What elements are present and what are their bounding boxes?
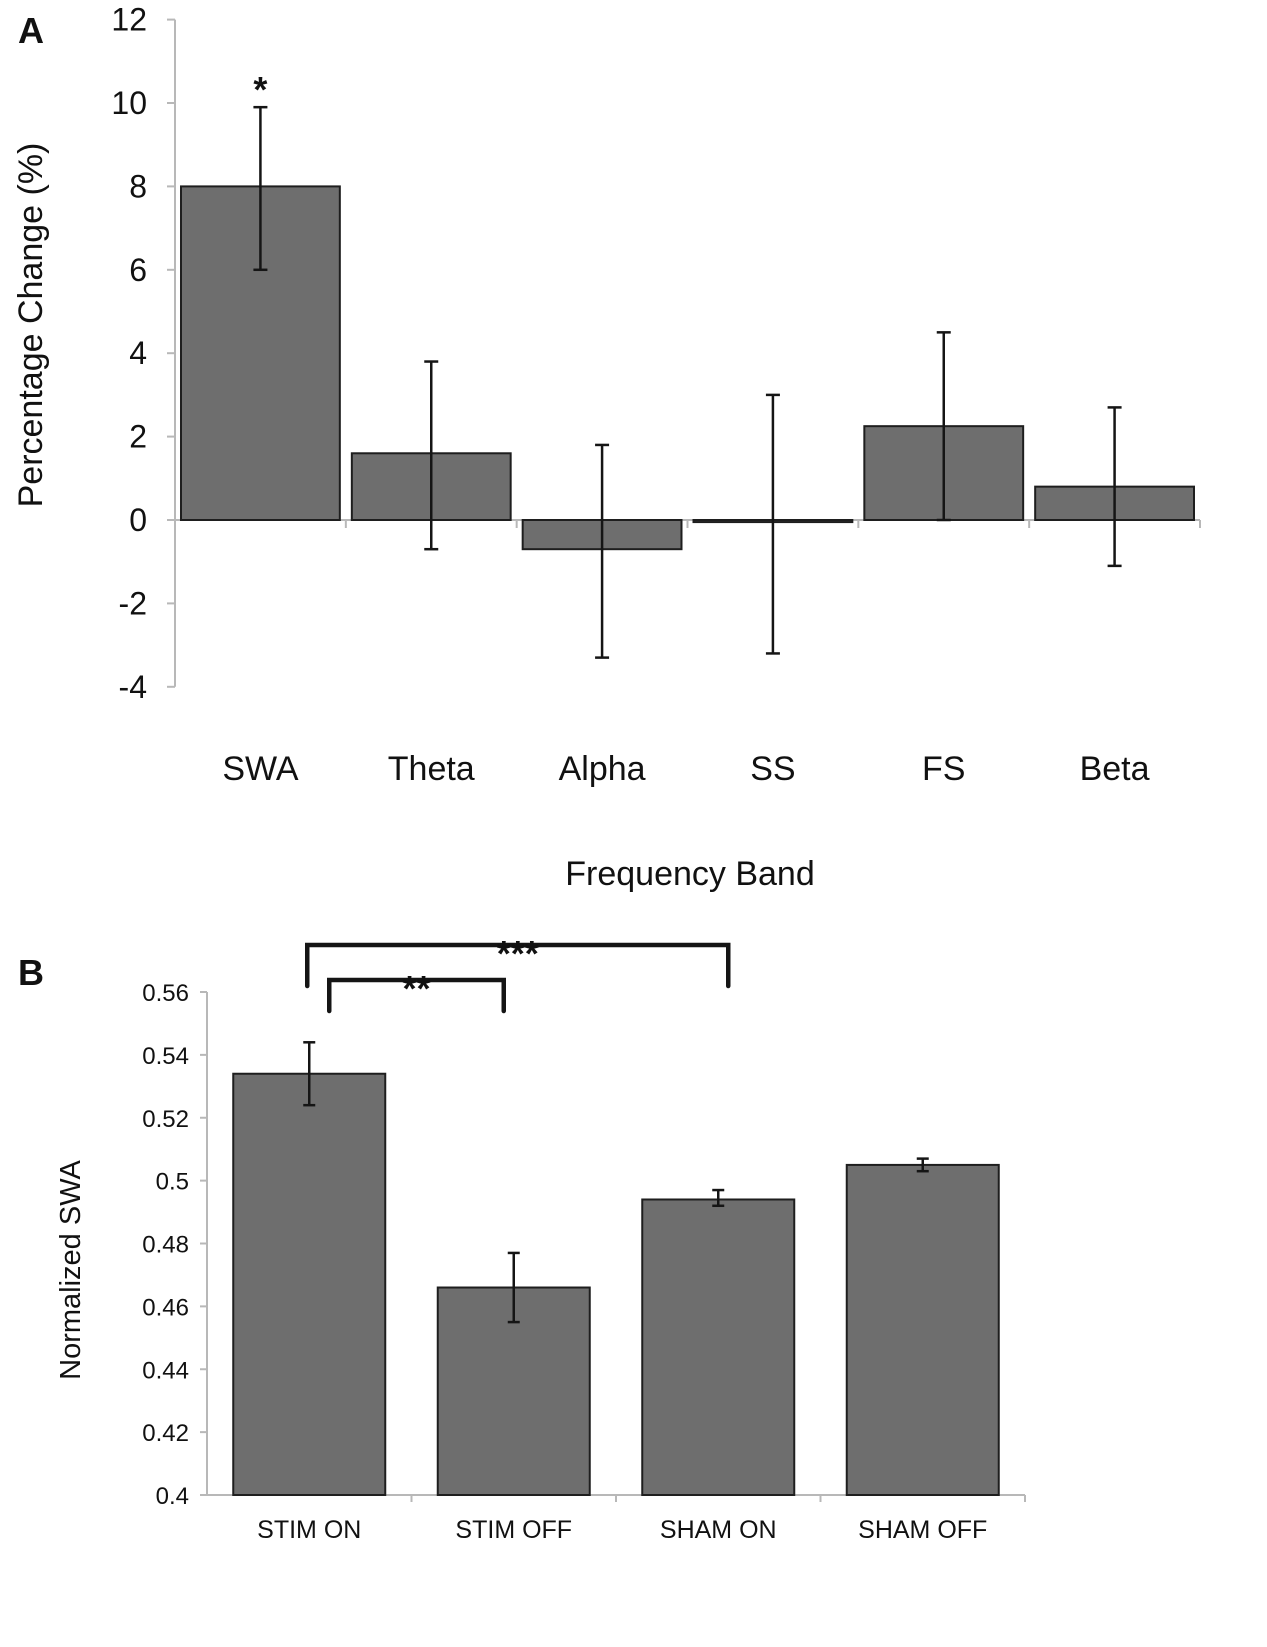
panel-b-bars: [232, 1072, 1000, 1497]
panel-b-y-tick-label: 0.54: [142, 1043, 189, 1070]
panel-a-error-bars: [253, 105, 1122, 659]
panel-b-y-tick-label: 0.4: [156, 1483, 189, 1510]
panel-b-y-tick-label: 0.52: [142, 1106, 189, 1133]
panel-b-x-ticks: STIM ON STIM OFF SHAM ON SHAM OFF: [257, 1516, 987, 1544]
panel-a-y-axis-label: Percentage Change (%): [12, 143, 50, 508]
bar-sham-off: [845, 1163, 1000, 1496]
significance-bracket-stim-on-vs-sham-on: [305, 942, 731, 989]
bar-sham-on: [641, 1198, 796, 1497]
panel-b-significance-brackets: *****: [305, 933, 731, 1014]
panel-b-y-tick-label: 0.56: [142, 980, 189, 1007]
panel-a: A Percentage Change (%) Frequency Band 1…: [12, 2, 1201, 893]
panel-a-y-tick-label: 12: [111, 2, 147, 38]
panel-a-y-tick-label: -2: [119, 585, 147, 621]
panel-a-x-ticks: SWA Theta Alpha SS FS Beta: [222, 750, 1149, 788]
panel-b-error-bars: [303, 1041, 929, 1324]
panel-a-y-tick-label: -4: [119, 669, 147, 705]
category-label-alpha: Alpha: [559, 750, 646, 788]
panel-b: B Normalized SWA 0.56 0.54 0.52 0.5 0.48 0.46…: [18, 933, 1026, 1544]
significance-star-swa: *: [253, 69, 267, 110]
significance-label-stim-on-vs-sham-on: ***: [497, 933, 539, 974]
panel-a-bars: [180, 185, 1195, 551]
panel-b-y-tick-label: 0.44: [142, 1357, 189, 1384]
category-label-fs: FS: [922, 750, 965, 788]
panel-a-y-tick-label: 10: [111, 85, 147, 121]
significance-bracket-stim-on-vs-stim-off: [327, 977, 506, 1014]
panel-b-label: B: [18, 952, 44, 993]
panel-a-y-ticks: 12 10 8 6 4 2 0 -2 -4: [111, 2, 175, 705]
category-label-swa: SWA: [222, 750, 299, 788]
panel-a-y-tick-label: 4: [129, 335, 147, 371]
bar-stim-on: [232, 1072, 387, 1497]
panel-a-annotations: *: [253, 69, 267, 110]
category-label-ss: SS: [750, 750, 795, 788]
category-label-theta: Theta: [388, 750, 475, 788]
panel-a-x-axis-label: Frequency Band: [565, 855, 815, 893]
category-label-beta: Beta: [1080, 750, 1150, 788]
category-label-stim-off: STIM OFF: [455, 1516, 572, 1544]
category-label-stim-on: STIM ON: [257, 1516, 361, 1544]
panel-b-y-tick-label: 0.48: [142, 1232, 189, 1259]
panel-b-y-ticks: 0.56 0.54 0.52 0.5 0.48 0.46 0.44 0.42 0.4: [142, 980, 207, 1510]
category-label-sham-off: SHAM OFF: [858, 1516, 987, 1544]
panel-b-y-tick-label: 0.46: [142, 1294, 189, 1321]
panel-b-y-tick-label: 0.5: [156, 1169, 189, 1196]
panel-a-y-tick-label: 2: [129, 419, 147, 455]
significance-label-stim-on-vs-stim-off: **: [402, 968, 430, 1009]
panel-a-y-tick-label: 6: [129, 252, 147, 288]
panel-a-y-tick-label: 0: [129, 502, 147, 538]
panel-a-y-tick-label: 8: [129, 168, 147, 204]
panel-b-y-tick-label: 0.42: [142, 1420, 189, 1447]
panel-b-y-axis-label: Normalized SWA: [55, 1159, 87, 1379]
panel-a-label: A: [18, 10, 44, 51]
category-label-sham-on: SHAM ON: [660, 1516, 777, 1544]
